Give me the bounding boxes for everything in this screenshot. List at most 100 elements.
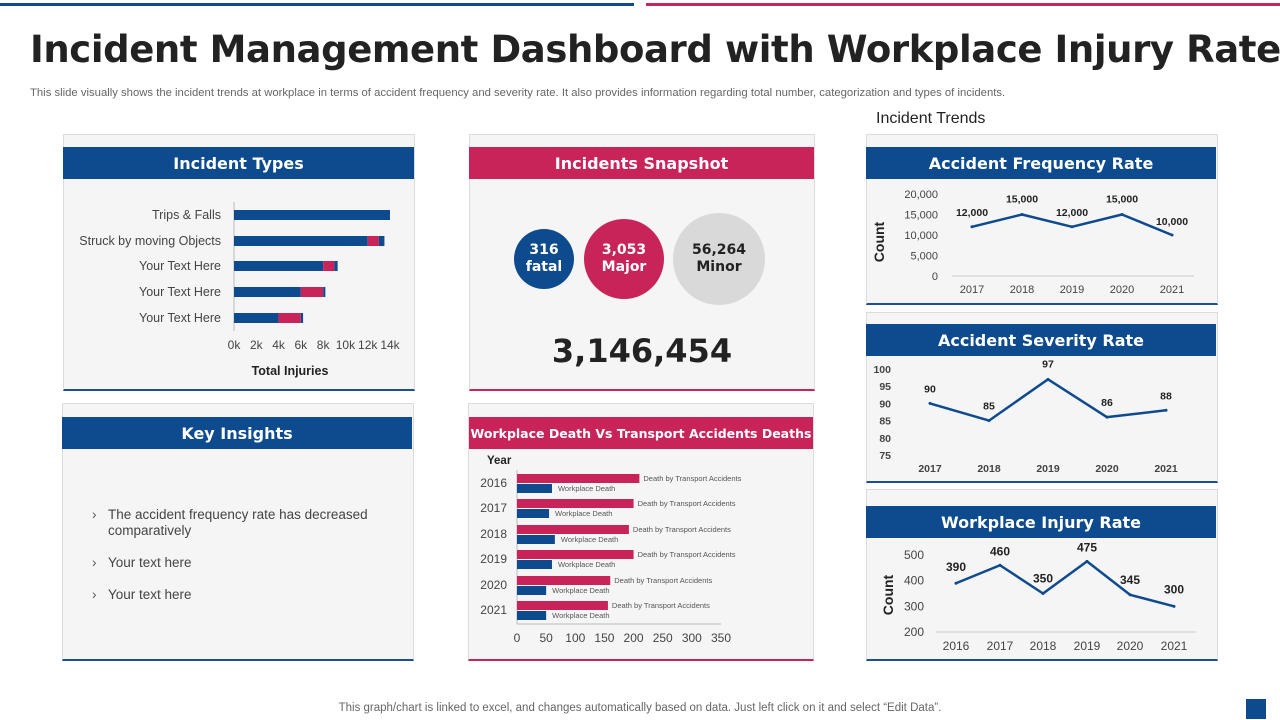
transport-death-label: Death by Transport Accidents — [638, 550, 736, 559]
transport-death-bar — [517, 525, 629, 534]
x-tick-label: 300 — [682, 631, 702, 645]
data-point — [1164, 408, 1168, 412]
bar-segment — [323, 261, 335, 271]
major-label: Major — [601, 259, 647, 275]
x-tick-label: 2019 — [1036, 463, 1060, 475]
minor-label: Minor — [696, 259, 742, 275]
workplace-death-label: Workplace Death — [558, 560, 615, 569]
workplace-injury-chart: Count 200 300 400 500 390 460 350 475 345 300 2016 2… — [880, 540, 1196, 653]
data-point — [1120, 213, 1124, 216]
data-label: 475 — [1077, 540, 1097, 554]
bar-segment — [300, 313, 304, 323]
bar-segment — [378, 236, 385, 246]
bar-segment — [234, 236, 368, 246]
x-tick-label: 2019 — [1074, 639, 1101, 653]
data-point — [1020, 213, 1024, 216]
x-tick-label: 2016 — [943, 639, 970, 653]
x-tick-label: 150 — [594, 631, 614, 645]
total-incidents-value: 3,146,454 — [551, 332, 733, 370]
data-point — [1070, 225, 1074, 229]
incident-trends-label: Incident Trends — [876, 110, 986, 127]
transport-death-label: Death by Transport Accidents — [638, 499, 736, 508]
data-label: 350 — [1033, 572, 1053, 586]
insight-text: Your text here — [108, 555, 192, 570]
data-label: 85 — [983, 401, 995, 413]
category-label: Trips & Falls — [152, 208, 221, 222]
chevron-right-icon: › — [92, 507, 97, 522]
y-tick-label: 5,000 — [910, 251, 938, 263]
accident-severity-header: Accident Severity Rate — [866, 324, 1216, 356]
year-label: 2018 — [480, 527, 507, 541]
x-tick-label: 2k — [250, 338, 264, 352]
x-tick-label: 2021 — [1161, 639, 1188, 653]
transport-death-bar — [517, 499, 634, 508]
y-tick-label: 15,000 — [904, 210, 938, 222]
workplace-death-label: Workplace Death — [558, 484, 615, 493]
data-point — [1085, 559, 1089, 563]
category-label: Your Text Here — [139, 311, 221, 325]
transport-death-label: Death by Transport Accidents — [643, 474, 741, 483]
x-tick-label: 2020 — [1110, 284, 1134, 296]
y-tick-label: 500 — [904, 548, 924, 562]
bar-segment — [278, 313, 301, 323]
bar-segment — [334, 261, 338, 271]
y-axis-title: Count — [871, 221, 887, 262]
data-label: 15,000 — [1106, 194, 1138, 206]
y-axis-title: Count — [880, 574, 896, 615]
category-label: Struck by moving Objects — [79, 234, 221, 248]
chevron-right-icon: › — [92, 555, 97, 570]
x-tick-label: 2017 — [960, 284, 984, 296]
transport-death-label: Death by Transport Accidents — [612, 601, 710, 610]
x-tick-label: 14k — [380, 338, 400, 352]
year-label: 2020 — [480, 578, 507, 592]
data-point — [998, 563, 1002, 567]
minor-value: 56,264 — [691, 241, 747, 258]
data-label: 10,000 — [1156, 216, 1188, 228]
data-point — [1041, 592, 1045, 595]
workplace-death-bar — [517, 484, 552, 493]
incident-types-chart: Trips & Falls Struck by moving Objects You… — [79, 202, 401, 378]
top-accent-line-red — [646, 3, 1280, 6]
x-tick-label: 2018 — [1030, 639, 1057, 653]
x-tick-label: 8k — [317, 338, 331, 352]
x-tick-label: 2017 — [918, 463, 942, 475]
x-tick-label: 2020 — [1095, 463, 1119, 475]
data-point — [1046, 377, 1050, 381]
data-label: 88 — [1160, 390, 1172, 402]
workplace-death-bar — [517, 611, 547, 620]
fatal-label: fatal — [525, 259, 563, 275]
bar-segment — [234, 287, 301, 297]
x-tick-label: 50 — [539, 631, 553, 645]
y-tick-label: 0 — [932, 271, 938, 283]
data-point — [954, 581, 958, 585]
x-tick-label: 12k — [358, 338, 378, 352]
workplace-vs-transport-header: Workplace Death Vs Transport Accidents D… — [469, 417, 813, 449]
x-tick-label: 350 — [711, 631, 731, 645]
y-tick-label: 85 — [879, 416, 891, 428]
y-tick-label: 20,000 — [904, 189, 938, 201]
x-tick-label: 4k — [272, 338, 286, 352]
x-tick-label: 2021 — [1160, 284, 1184, 296]
bar-segment — [234, 261, 324, 271]
chevron-right-icon: › — [92, 587, 97, 602]
corner-accent-square — [1246, 699, 1266, 719]
category-label: Your Text Here — [139, 285, 221, 299]
x-tick-label: 2019 — [1060, 284, 1084, 296]
x-tick-label: 2018 — [1010, 284, 1034, 296]
year-label: 2016 — [480, 476, 507, 490]
x-tick-label: 10k — [336, 338, 356, 352]
accident-severity-chart: 75 80 85 90 95 100 90 85 97 86 88 2017 2018 2019 2020 2… — [873, 358, 1178, 475]
x-tick-label: 2021 — [1154, 463, 1178, 475]
data-label: 90 — [924, 383, 936, 395]
data-point — [1105, 415, 1109, 419]
data-point — [1170, 233, 1174, 237]
data-label: 12,000 — [1056, 207, 1088, 219]
incidents-snapshot-header: Incidents Snapshot — [469, 147, 814, 179]
data-label: 390 — [946, 560, 966, 574]
series-line — [955, 560, 1175, 608]
data-point — [1172, 604, 1176, 608]
insight-text: Your text here — [108, 587, 192, 602]
bar-segment — [367, 236, 379, 246]
x-tick-label: 0 — [514, 631, 521, 645]
